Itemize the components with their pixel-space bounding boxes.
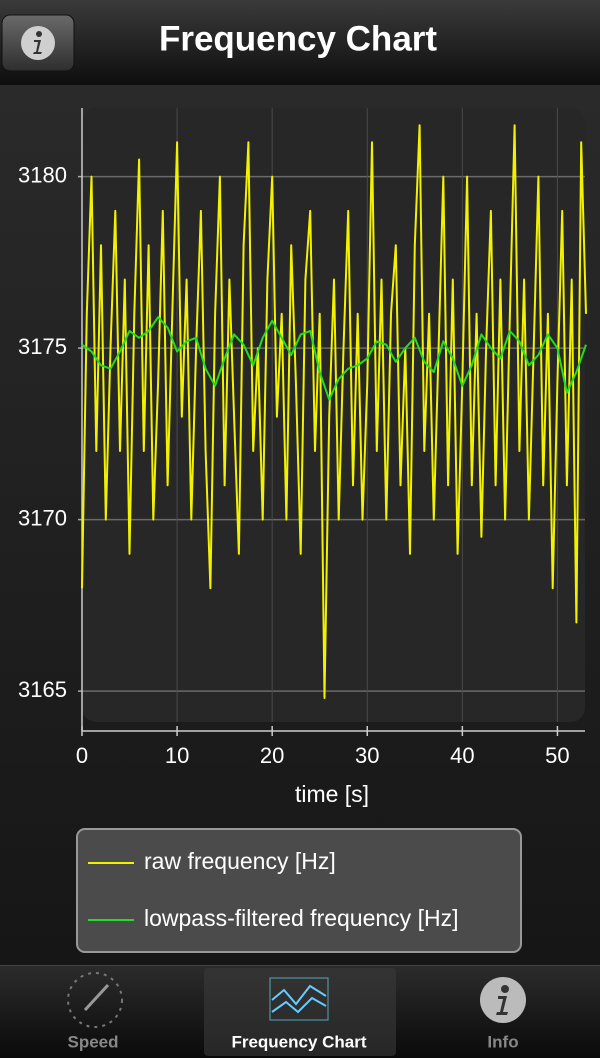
header-bar xyxy=(0,0,600,85)
gauge-needle xyxy=(83,983,110,1012)
tab-label: Info xyxy=(487,1032,518,1051)
y-tick-label: 3175 xyxy=(18,334,67,359)
x-tick-label: 10 xyxy=(165,743,189,768)
y-tick-label: 3180 xyxy=(18,162,67,187)
chart-tab[interactable]: Frequency Chart xyxy=(231,977,367,1051)
legend-items: raw frequency [Hz] lowpass-filtered frequ… xyxy=(88,848,458,931)
tab-selected-bg xyxy=(204,968,396,1056)
speed-tab[interactable]: Speed xyxy=(67,972,123,1051)
x-tick-label: 50 xyxy=(545,743,569,768)
info-tab-stem xyxy=(496,996,508,1015)
x-tick-label: 40 xyxy=(450,743,474,768)
x-tick-label: 20 xyxy=(260,743,284,768)
tab-label: Frequency Chart xyxy=(231,1032,366,1051)
tab-label: Speed xyxy=(67,1032,118,1051)
plot: 3165 3170 3175 3180 0 10 20 30 40 50 xyxy=(18,108,587,768)
legend xyxy=(76,828,522,953)
legend-label: lowpass-filtered frequency [Hz] xyxy=(144,905,458,931)
gauge-icon xyxy=(67,972,123,1028)
info-icon-dot xyxy=(36,31,42,37)
chart-icon-line xyxy=(271,996,327,1014)
header-title: Frequency Chart xyxy=(159,19,437,58)
x-axis-label: time [s] xyxy=(295,781,369,807)
info-icon-stem xyxy=(33,40,42,54)
data-line xyxy=(81,124,587,699)
legend-label: raw frequency [Hz] xyxy=(144,848,336,874)
y-tick-label: 3165 xyxy=(18,677,67,702)
info-button[interactable] xyxy=(1,14,75,72)
data-line xyxy=(81,316,587,401)
info-tab-dot xyxy=(501,985,509,993)
info-tab[interactable]: Info xyxy=(480,977,526,1051)
y-tick-label: 3170 xyxy=(18,505,67,530)
chart-icon-frame xyxy=(269,977,329,1021)
chart-icon-line xyxy=(271,984,327,1006)
plot-area xyxy=(82,108,585,722)
x-tick-label: 30 xyxy=(355,743,379,768)
x-tick-label: 0 xyxy=(76,743,88,768)
